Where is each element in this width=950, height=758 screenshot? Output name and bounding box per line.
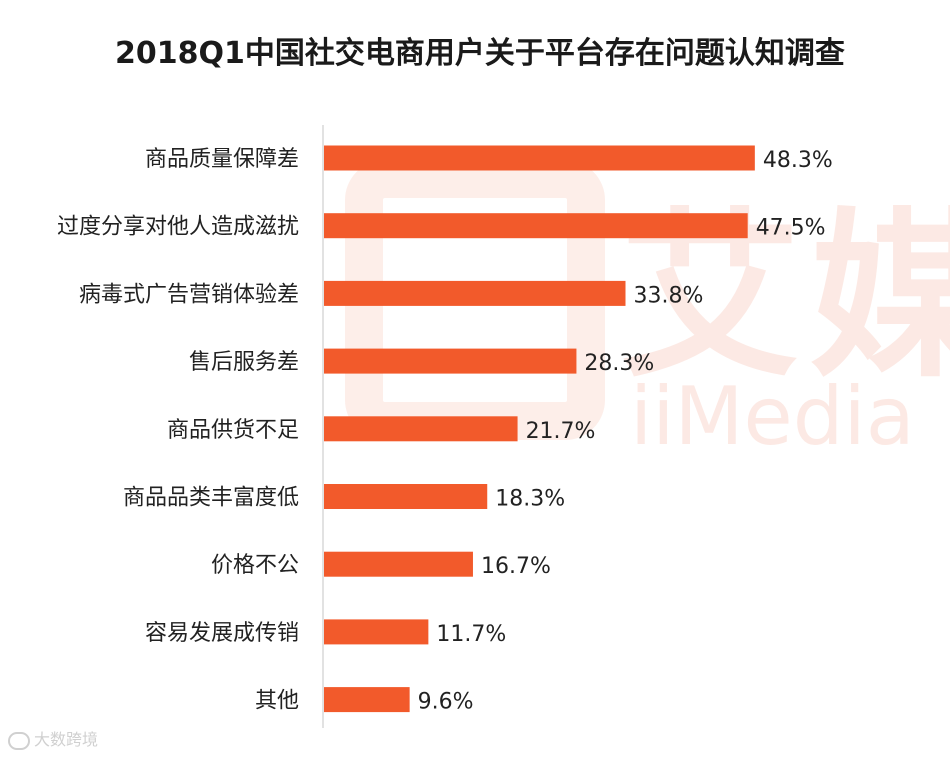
category-label-4: 商品供货不足 <box>167 418 299 443</box>
category-label-3: 售后服务差 <box>189 350 299 375</box>
source-watermark-text: 大数跨境 <box>34 730 99 749</box>
bar-6 <box>324 551 473 577</box>
bar-8 <box>324 687 410 713</box>
bar-4 <box>324 416 518 442</box>
category-label-7: 容易发展成传销 <box>145 621 299 646</box>
category-label-8: 其他 <box>255 689 299 714</box>
source-watermark: 大数跨境 <box>8 726 98 750</box>
bar-7 <box>324 619 429 645</box>
value-label-8: 9.6% <box>418 690 474 715</box>
bar-5 <box>324 484 488 509</box>
value-label-1: 47.5% <box>756 216 826 241</box>
value-label-6: 16.7% <box>481 554 551 579</box>
value-label-2: 33.8% <box>633 283 703 308</box>
value-label-4: 21.7% <box>526 419 596 444</box>
value-label-7: 11.7% <box>436 622 506 647</box>
value-label-5: 18.3% <box>495 487 565 512</box>
watermark-en-text: iiMedia <box>630 370 915 463</box>
bar-2 <box>324 280 626 306</box>
category-label-5: 商品品类丰富度低 <box>123 486 299 511</box>
bar-1 <box>324 213 748 239</box>
value-label-3: 28.3% <box>584 351 654 376</box>
category-label-1: 过度分享对他人造成滋扰 <box>57 215 299 240</box>
bar-3 <box>324 348 577 374</box>
category-label-6: 价格不公 <box>211 553 299 578</box>
bar-0 <box>324 145 755 171</box>
category-label-2: 病毒式广告营销体验差 <box>79 282 299 307</box>
value-label-0: 48.3% <box>763 148 833 173</box>
chart-title: 2018Q1中国社交电商用户关于平台存在问题认知调查 <box>115 36 845 71</box>
chat-bubble-icon <box>8 731 30 750</box>
category-label-0: 商品质量保障差 <box>145 147 299 172</box>
